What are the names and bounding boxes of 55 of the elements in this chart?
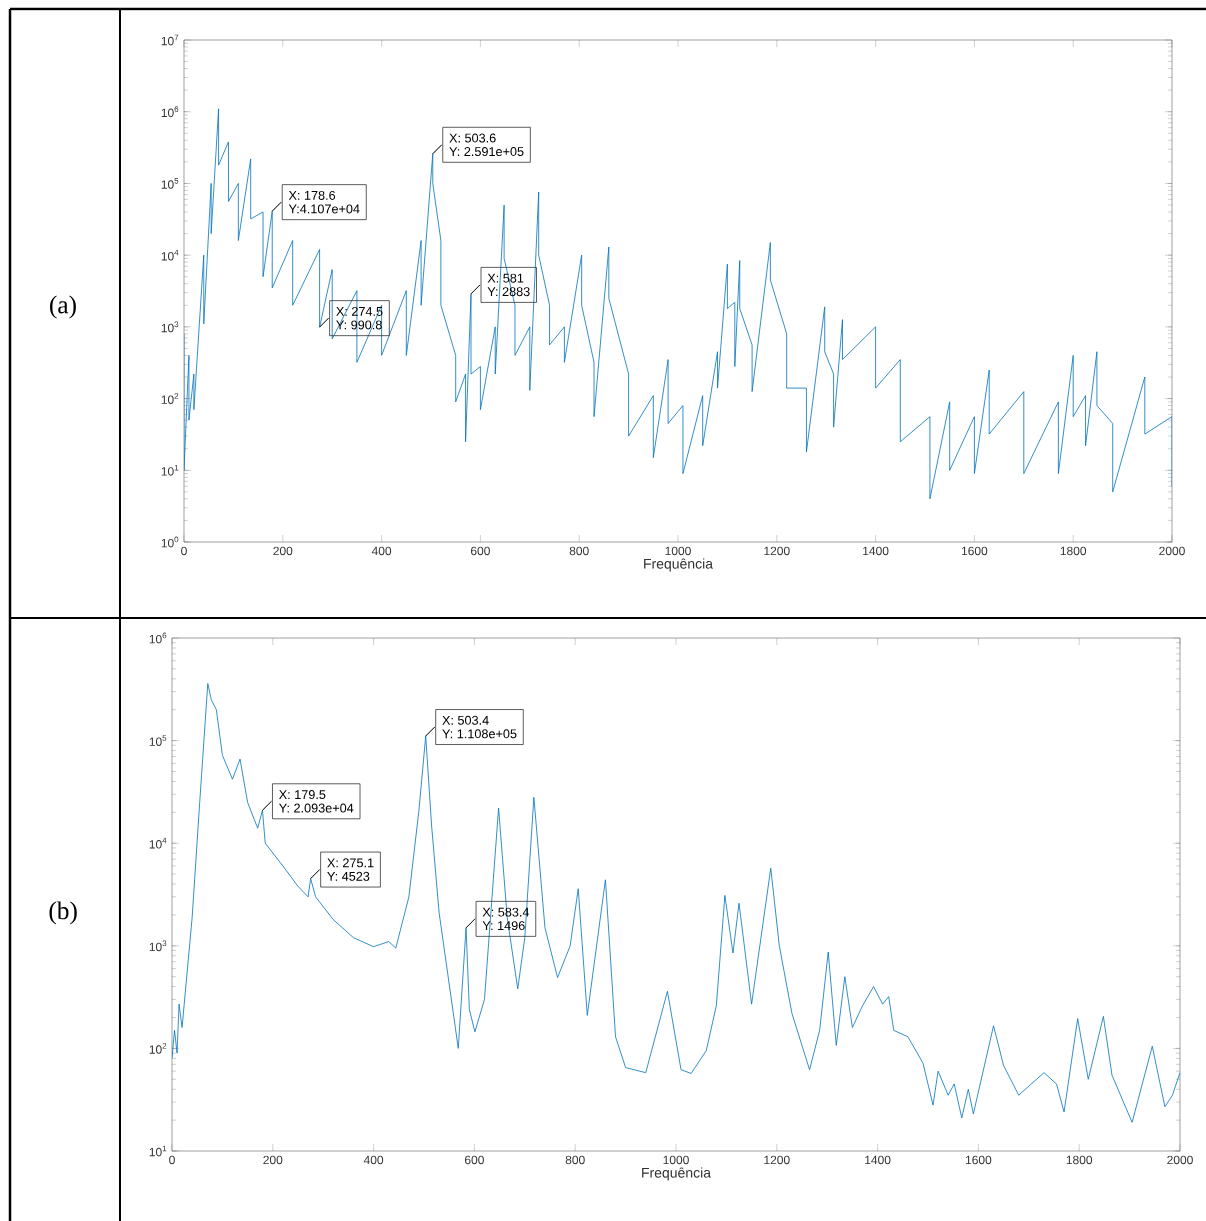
x-tick-label: 1000 — [663, 1155, 689, 1165]
y-tick-label: 10$^{3}$ — [149, 940, 167, 952]
x-tick-label: 1200 — [764, 1155, 790, 1165]
x-tick-label: 400 — [371, 546, 392, 556]
y-tick-label: 10$^{4}$ — [149, 837, 167, 849]
x-tick-label: 200 — [273, 546, 293, 556]
annotation: Y:4.107e+04 — [288, 204, 360, 214]
annotation: X: 179.5 — [279, 790, 326, 800]
x-tick-label: 800 — [565, 1155, 585, 1165]
x-axis-title: Frequência — [642, 1167, 711, 1181]
x-tick-label: 800 — [569, 546, 589, 556]
x-tick-label: 400 — [363, 1155, 384, 1165]
annotation: Y: 2.093e+04 — [279, 803, 354, 813]
y-tick-label: 10$^{2}$ — [161, 393, 179, 404]
x-tick-label: 1600 — [965, 1155, 992, 1165]
line-series — [172, 683, 1180, 1123]
x-tick-label: 200 — [263, 1155, 283, 1165]
x-tick-label: 2000 — [1159, 546, 1185, 556]
annotation: Y: 1.108e+05 — [442, 729, 517, 739]
x-tick-label: 1800 — [1066, 1155, 1093, 1165]
y-tick-label: 10$^{6}$ — [161, 106, 179, 118]
x-tick-label: 1000 — [665, 546, 691, 556]
annotation: Y: 2.591e+05 — [449, 147, 524, 157]
x-tick-label: 1400 — [865, 1155, 891, 1165]
y-tick-label: 10$^{1}$ — [161, 464, 179, 476]
x-tick-label: 0 — [181, 546, 187, 556]
annotation: X: 503.6 — [449, 133, 496, 143]
y-tick-label: 10$^{7}$ — [161, 34, 179, 46]
annotation: Y: 4523 — [327, 871, 370, 881]
y-tick-label: 10$^{3}$ — [161, 321, 179, 333]
y-tick-label: 10$^{5}$ — [161, 178, 179, 189]
y-tick-label: 10$^{0}$ — [161, 536, 179, 548]
x-tick-label: 1800 — [1060, 546, 1087, 556]
x-tick-label: 0 — [169, 1155, 175, 1165]
x-tick-label: 2000 — [1167, 1155, 1193, 1165]
text: (b) — [49, 901, 77, 925]
x-tick-label: 1200 — [764, 546, 790, 556]
annotation: X: 581 — [487, 273, 524, 283]
y-tick-label: 10$^{5}$ — [149, 735, 167, 746]
y-tick-label: 10$^{6}$ — [149, 632, 167, 644]
x-tick-label: 600 — [470, 546, 490, 556]
annotation: Y: 2883 — [487, 287, 530, 297]
x-axis-title: Frequência — [644, 558, 713, 572]
x-tick-label: 600 — [464, 1155, 484, 1165]
annotation: Y: 1496 — [482, 921, 525, 931]
y-tick-label: 10$^{4}$ — [161, 249, 179, 261]
x-tick-label: 1600 — [961, 546, 988, 556]
text: (a) — [50, 295, 76, 319]
annotation: X: 275.1 — [327, 858, 374, 868]
annotation: X: 178.6 — [288, 190, 336, 200]
x-tick-label: 1400 — [863, 546, 889, 556]
y-tick-label: 10$^{1}$ — [149, 1145, 167, 1157]
annotation: X: 503.4 — [442, 715, 489, 725]
line-series — [184, 108, 1172, 500]
y-tick-label: 10$^{2}$ — [149, 1043, 167, 1054]
